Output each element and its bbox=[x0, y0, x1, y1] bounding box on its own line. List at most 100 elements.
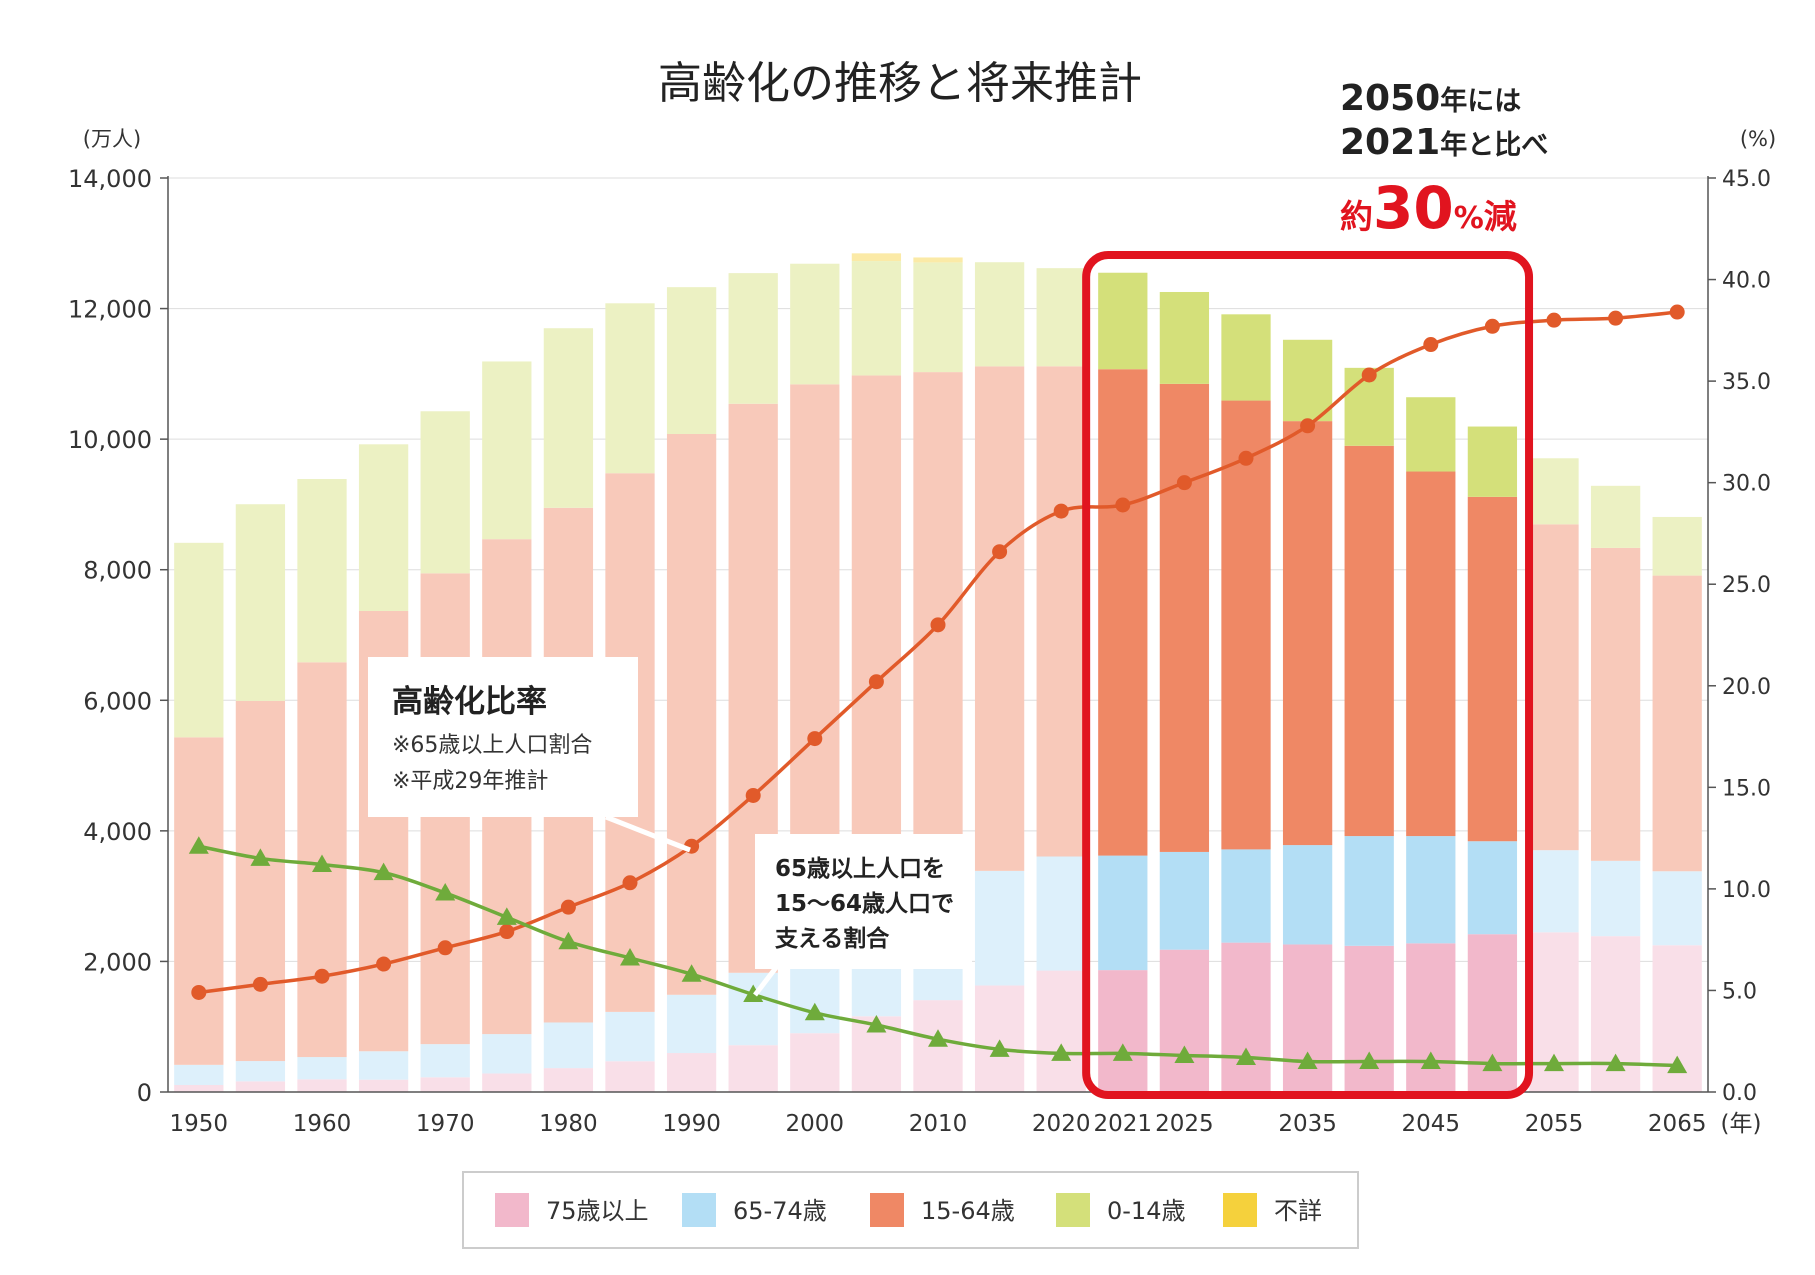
x-tick-label: 1970 bbox=[416, 1111, 475, 1137]
x-tick-label: 1950 bbox=[170, 1111, 229, 1137]
legend-swatch bbox=[870, 1193, 904, 1227]
bar-segment bbox=[1159, 383, 1210, 852]
right-tick-label: 0.0 bbox=[1722, 1081, 1757, 1106]
line-point bbox=[1174, 1045, 1195, 1063]
bar-segment bbox=[1652, 575, 1702, 872]
right-tick-label: 40.0 bbox=[1722, 269, 1771, 294]
bar-segment bbox=[605, 1061, 655, 1092]
line-point bbox=[373, 862, 394, 881]
x-tick-label: 2065 bbox=[1648, 1111, 1707, 1137]
line-point bbox=[1544, 1053, 1564, 1072]
chart-title: 高齢化の推移と将来推計 bbox=[658, 58, 1142, 109]
bar-segment bbox=[1406, 836, 1456, 944]
x-tick-label: 2045 bbox=[1402, 1111, 1461, 1137]
bar-segment bbox=[1467, 841, 1518, 935]
x-tick-label: 2035 bbox=[1278, 1111, 1337, 1137]
stacked-bars bbox=[174, 253, 1702, 1092]
bar-segment bbox=[1036, 970, 1086, 1092]
bar-segment bbox=[482, 361, 532, 540]
legend: 75歳以上 65-74歳 15-64歳 0-14歳 不詳 bbox=[462, 1171, 1359, 1249]
bar-segment bbox=[1590, 547, 1641, 861]
bar-segment bbox=[358, 444, 409, 611]
bar-segment bbox=[1282, 944, 1333, 1092]
bar-segment bbox=[728, 273, 778, 404]
bar-segment bbox=[974, 262, 1025, 367]
bar-segment bbox=[974, 870, 1025, 986]
legend-label: 65-74歳 bbox=[733, 1197, 827, 1225]
bar-segment bbox=[1590, 485, 1641, 548]
bar-segment bbox=[666, 433, 717, 995]
legend-label: 15-64歳 bbox=[921, 1197, 1015, 1225]
line-point bbox=[1051, 1043, 1072, 1061]
bar-segment bbox=[974, 366, 1025, 871]
line-point bbox=[1361, 367, 1377, 383]
annotation-aging-ratio-title: 高齢化比率 bbox=[392, 684, 547, 720]
x-tick-label: 2020 bbox=[1032, 1111, 1091, 1137]
callout-line1: 2050年には bbox=[1340, 78, 1521, 119]
line-point bbox=[681, 964, 702, 982]
bar-segment bbox=[297, 1079, 347, 1092]
legend-swatch bbox=[682, 1193, 716, 1227]
line-point bbox=[804, 1002, 825, 1021]
line-point bbox=[250, 848, 271, 866]
line-point bbox=[1669, 304, 1685, 320]
bar-segment bbox=[1282, 421, 1333, 846]
legend-swatch bbox=[1056, 1193, 1090, 1227]
bar-segment bbox=[913, 262, 963, 373]
left-tick-label: 0 bbox=[137, 1079, 152, 1107]
bar-segment bbox=[790, 1033, 840, 1092]
x-tick-label: 2000 bbox=[786, 1111, 845, 1137]
left-tick-label: 12,000 bbox=[68, 296, 152, 324]
line-point bbox=[1420, 1051, 1441, 1070]
line-point bbox=[312, 854, 332, 873]
x-tick-label: 2021 bbox=[1094, 1111, 1153, 1137]
bar-segment bbox=[420, 411, 470, 574]
bar-segment bbox=[1282, 845, 1333, 945]
bar-segment bbox=[1529, 524, 1579, 851]
bar-segment bbox=[666, 1053, 717, 1092]
bar-segment bbox=[482, 1073, 532, 1092]
bar-segment bbox=[1036, 856, 1086, 971]
bar-segment bbox=[174, 1085, 224, 1092]
line-series bbox=[188, 304, 1688, 1074]
x-tick-label: 2055 bbox=[1525, 1111, 1584, 1137]
bar-segment bbox=[913, 372, 963, 902]
bar-segment bbox=[1344, 445, 1394, 837]
line-point bbox=[191, 984, 207, 1000]
right-tick-label: 5.0 bbox=[1722, 979, 1757, 1004]
line-point bbox=[868, 674, 884, 690]
left-axis-unit: (万人) bbox=[83, 127, 141, 151]
annotation-aging-ratio-note1: ※65歳以上人口割合 bbox=[392, 733, 592, 758]
line-point bbox=[866, 1014, 887, 1033]
bar-segment bbox=[1159, 949, 1210, 1092]
bar-segment bbox=[851, 261, 902, 376]
bar-segment bbox=[1590, 860, 1641, 937]
line-point bbox=[1667, 1055, 1688, 1074]
line-point bbox=[1605, 1053, 1626, 1072]
bar-segment bbox=[790, 263, 840, 385]
line-point bbox=[1359, 1051, 1380, 1070]
bar-segment bbox=[235, 700, 286, 1062]
bar-segment bbox=[358, 1051, 409, 1080]
right-tick-label: 30.0 bbox=[1722, 472, 1771, 497]
bar-segment bbox=[1221, 942, 1271, 1092]
legend-label: 不詳 bbox=[1274, 1197, 1322, 1225]
bar-segment bbox=[1467, 426, 1518, 497]
line-point bbox=[1482, 1053, 1503, 1072]
bar-segment bbox=[174, 542, 224, 738]
bar-segment bbox=[1652, 516, 1702, 576]
annotation-aging-ratio-note2: ※平成29年推計 bbox=[392, 769, 548, 794]
right-tick-label: 45.0 bbox=[1722, 167, 1771, 192]
line-point bbox=[188, 836, 209, 854]
bar-segment bbox=[1406, 471, 1456, 837]
line-point bbox=[622, 875, 638, 891]
left-tick-label: 8,000 bbox=[83, 557, 152, 585]
bar-segment bbox=[1098, 970, 1148, 1092]
bar-segment bbox=[974, 985, 1025, 1092]
line-point bbox=[1115, 497, 1131, 513]
left-tick-label: 14,000 bbox=[68, 165, 152, 193]
bar-segment bbox=[174, 737, 224, 1065]
bar-segment bbox=[235, 1061, 286, 1082]
annotation-aging-ratio: 高齢化比率 ※65歳以上人口割合 ※平成29年推計 bbox=[368, 657, 691, 853]
bar-segment bbox=[1344, 945, 1394, 1092]
